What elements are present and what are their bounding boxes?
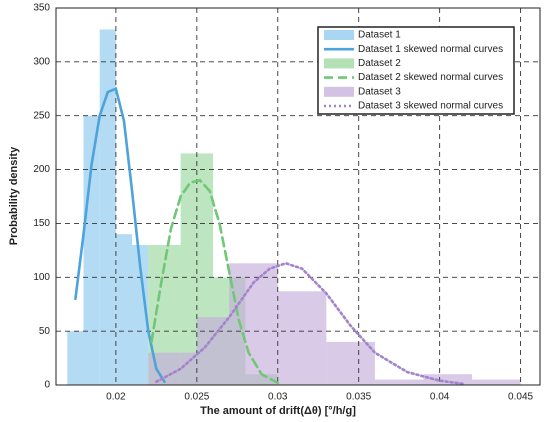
y-tick-label: 250 bbox=[33, 110, 50, 121]
legend-swatch bbox=[324, 30, 354, 40]
histogram-bar bbox=[472, 379, 521, 385]
histogram-bar bbox=[132, 244, 149, 385]
legend-label: Dataset 1 bbox=[358, 30, 401, 41]
legend-label: Dataset 2 bbox=[358, 58, 401, 69]
legend-label: Dataset 1 skewed normal curves bbox=[358, 44, 503, 55]
density-curve bbox=[150, 178, 280, 385]
y-tick-label: 200 bbox=[33, 164, 50, 175]
y-tick-label: 0 bbox=[44, 380, 50, 391]
histogram-bar bbox=[326, 341, 375, 385]
histogram-bar bbox=[115, 234, 133, 385]
legend-swatch bbox=[324, 58, 354, 69]
x-tick-label: 0.025 bbox=[184, 392, 209, 403]
plot-frame bbox=[55, 7, 541, 386]
histogram-bar bbox=[67, 331, 84, 385]
histogram-bar bbox=[99, 29, 116, 386]
y-tick-label: 350 bbox=[33, 3, 50, 14]
legend-swatch bbox=[324, 86, 354, 97]
y-tick-label: 150 bbox=[33, 218, 50, 229]
density-curve bbox=[155, 261, 466, 386]
x-tick-label: 0.04 bbox=[430, 392, 450, 403]
legend-box bbox=[317, 26, 515, 115]
y-tick-label: 50 bbox=[39, 326, 51, 337]
x-axis-label: The amount of drift(Δθ) [°/h/g] bbox=[200, 405, 356, 417]
histogram-bar bbox=[277, 291, 327, 385]
histogram-bar bbox=[423, 374, 473, 385]
legend-label: Dataset 2 skewed normal curves bbox=[358, 72, 503, 83]
legend-label: Dataset 3 skewed normal curves bbox=[358, 101, 503, 112]
x-tick-label: 0.035 bbox=[346, 392, 371, 403]
x-tick-label: 0.02 bbox=[106, 392, 126, 403]
histogram-bar bbox=[374, 379, 424, 385]
legend-label: Dataset 3 bbox=[358, 86, 401, 97]
y-axis-label: Probability density bbox=[8, 146, 20, 245]
y-tick-label: 100 bbox=[33, 272, 50, 283]
density-curve bbox=[74, 87, 166, 384]
x-tick-label: 0.045 bbox=[508, 392, 533, 403]
histogram-bar bbox=[83, 115, 100, 385]
y-tick-label: 300 bbox=[33, 56, 50, 67]
x-tick-label: 0.03 bbox=[268, 392, 288, 403]
